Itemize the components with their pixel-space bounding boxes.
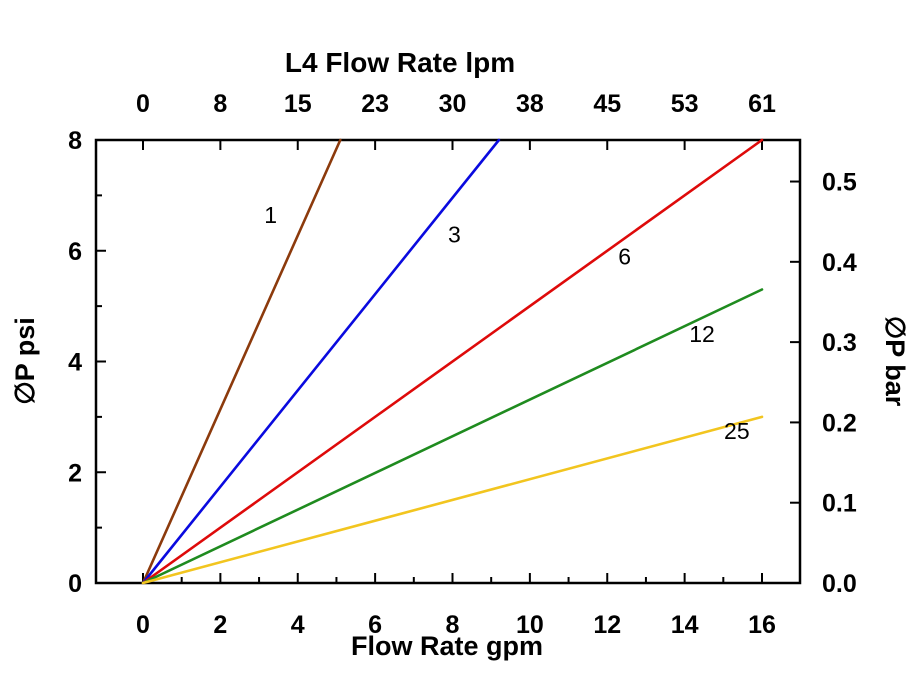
- top-tick-label-53: 53: [671, 90, 699, 118]
- x-tick-label-16: 16: [748, 611, 776, 639]
- right-tick-label-0.1: 0.1: [822, 490, 857, 518]
- x-tick-label-4: 4: [291, 611, 305, 639]
- top-tick-label-30: 30: [439, 90, 467, 118]
- series-line-6: [141, 138, 764, 585]
- series-label-6: 6: [618, 244, 631, 270]
- right-tick-label-0.0: 0.0: [822, 570, 857, 598]
- series-line-1: [141, 138, 342, 585]
- y-tick-label-8: 8: [68, 127, 82, 155]
- top-tick-label-23: 23: [361, 90, 389, 118]
- x-tick-label-10: 10: [516, 611, 544, 639]
- right-axis-title: ∅P bar: [880, 316, 910, 407]
- top-tick-label-61: 61: [748, 90, 776, 118]
- x-tick-label-8: 8: [446, 611, 460, 639]
- series-label-12: 12: [689, 321, 715, 347]
- left-axis-title: ∅P psi: [10, 317, 40, 405]
- y-tick-label-2: 2: [68, 459, 82, 487]
- x-tick-label-0: 0: [136, 611, 150, 639]
- top-tick-label-0: 0: [136, 90, 150, 118]
- series-line-25: [141, 415, 764, 585]
- right-tick-label-0.3: 0.3: [822, 329, 857, 357]
- x-tick-label-12: 12: [593, 611, 621, 639]
- top-tick-label-15: 15: [284, 90, 312, 118]
- series-label-1: 1: [264, 202, 277, 228]
- right-tick-label-0.2: 0.2: [822, 409, 857, 437]
- chart-title: L4 Flow Rate lpm: [285, 47, 515, 78]
- series-label-3: 3: [448, 221, 461, 247]
- x-axis-title: Flow Rate gpm: [351, 631, 543, 661]
- x-tick-label-2: 2: [213, 611, 227, 639]
- top-tick-label-8: 8: [213, 90, 227, 118]
- top-tick-label-45: 45: [593, 90, 621, 118]
- series-line-12: [141, 288, 764, 585]
- chart-plot-area: 0 2 4 6 8 10 12 14 160 8 15 23 30 38 45 53 61024680.00.1…: [68, 90, 857, 639]
- series-line-3: [141, 138, 501, 585]
- plot-border: [94, 138, 802, 585]
- right-tick-label-0.5: 0.5: [822, 169, 857, 197]
- x-tick-label-6: 6: [368, 611, 382, 639]
- top-tick-label-38: 38: [516, 90, 544, 118]
- x-tick-label-14: 14: [671, 611, 699, 639]
- y-tick-label-0: 0: [68, 570, 82, 598]
- series-label-25: 25: [724, 418, 750, 444]
- y-tick-label-6: 6: [68, 238, 82, 266]
- right-tick-label-0.4: 0.4: [822, 249, 857, 277]
- y-tick-label-4: 4: [68, 349, 82, 377]
